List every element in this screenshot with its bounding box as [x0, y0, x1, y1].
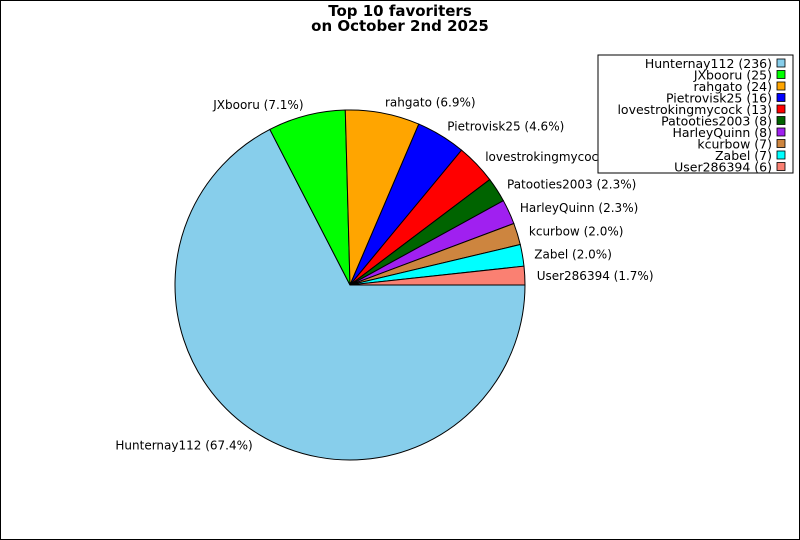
pie-slices	[174, 109, 526, 461]
legend-label-harleyquinn: HarleyQuinn (8)	[672, 125, 772, 140]
pie-label-kcurbow: kcurbow (2.0%)	[529, 224, 624, 238]
pie-slice-user286394	[349, 265, 526, 286]
legend-swatch-zabel	[776, 150, 786, 160]
pie-slice-hunternay112	[174, 128, 526, 461]
chart-title-line-2: on October 2nd 2025	[311, 17, 489, 35]
pie-label-patooties2003: Patooties2003 (2.3%)	[507, 177, 636, 191]
legend-label-jxbooru: JXbooru (25)	[693, 68, 772, 83]
pie-label-zabel: Zabel (2.0%)	[534, 247, 612, 261]
legend-label-pietrovisk25: Pietrovisk25 (16)	[666, 91, 772, 106]
legend-label-hunternay112: Hunternay112 (236)	[645, 56, 772, 71]
legend-label-rahgato: rahgato (24)	[694, 79, 773, 94]
legend-label-user286394: User286394 (6)	[674, 160, 772, 175]
pie-label-user286394: User286394 (1.7%)	[537, 269, 654, 283]
pie-label-rahgato: rahgato (6.9%)	[385, 95, 476, 109]
legend-swatch-kcurbow	[776, 139, 786, 148]
legend-swatch-rahgato	[776, 81, 786, 91]
legend-label-lovestrokingmycock: lovestrokingmycock (13)	[617, 102, 772, 117]
legend-label-kcurbow: kcurbow (7)	[697, 137, 772, 152]
pie-label-harleyquinn: HarleyQuinn (2.3%)	[520, 201, 638, 215]
legend-box	[597, 54, 794, 174]
pie-labels: Hunternay112 (67.4%) JXbooru (7.1%) rahgat…	[115, 95, 653, 452]
pie-label-jxbooru: JXbooru (7.1%)	[212, 98, 303, 112]
pie-label-hunternay112: Hunternay112 (67.4%)	[115, 439, 252, 453]
legend-label-zabel: Zabel (7)	[715, 148, 772, 163]
chart-title-line-1: Top 10 favoriters	[328, 2, 472, 20]
legend-label-patooties2003: Patooties2003 (8)	[661, 114, 772, 129]
legend-swatch-hunternay112	[776, 58, 786, 68]
legend-swatch-patooties2003	[776, 116, 786, 125]
legend-swatch-user286394	[776, 162, 786, 171]
legend-swatch-harleyquinn	[776, 127, 786, 137]
legend-swatch-pietrovisk25	[776, 93, 786, 102]
pie-label-pietrovisk25: Pietrovisk25 (4.6%)	[447, 119, 564, 133]
legend: Hunternay112 (236)JXbooru (25)rahgato (2…	[597, 54, 794, 175]
legend-swatch-jxbooru	[776, 70, 786, 79]
legend-swatch-lovestrokingmycock	[776, 104, 786, 114]
